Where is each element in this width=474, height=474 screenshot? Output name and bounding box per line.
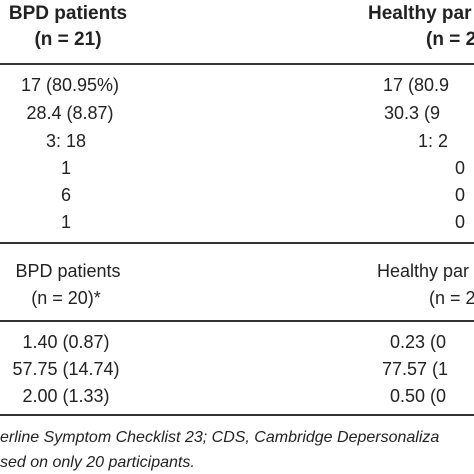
table1-cell: 0	[455, 158, 466, 178]
table1-cell: 3: 18	[45, 131, 87, 151]
table1-col1-header: BPD patients	[8, 3, 128, 24]
footnote-participants: sed on only 20 participants.	[0, 454, 195, 471]
table1-cell: 30.3 (9	[384, 103, 441, 123]
table2-cell: 77.57 (1	[382, 359, 449, 379]
table1-cell: 1: 2	[418, 131, 449, 151]
table1-cell: 17 (80.9	[383, 75, 450, 95]
table1-cell: 0	[455, 212, 466, 232]
table1-cell: 28.4 (8.87)	[26, 103, 114, 123]
table2-col2-header: Healthy par	[377, 261, 470, 281]
table1-col2-header: Healthy par	[368, 3, 472, 24]
table2-cell: 0.23 (0	[390, 332, 447, 352]
table2-bottom-rule	[0, 414, 474, 416]
table1-cell: 1	[60, 212, 72, 232]
table2-col1-n: (n = 20)*	[31, 288, 101, 308]
table1-col1-n: (n = 21)	[34, 29, 102, 50]
table2-col2-n: (n = 2	[429, 288, 474, 308]
table2-col1-header: BPD patients	[15, 261, 121, 281]
table1-cell: 0	[455, 185, 466, 205]
table2-header-rule	[0, 320, 474, 322]
table1-header-rule	[0, 63, 474, 65]
table1-cell: 6	[60, 185, 72, 205]
table2-cell: 2.00 (1.33)	[22, 386, 110, 406]
table1-col2-n: (n = 2	[426, 29, 474, 50]
footnote-abbreviations: erline Symptom Checklist 23; CDS, Cambri…	[0, 429, 440, 446]
table1-cell: 17 (80.95%)	[20, 75, 120, 95]
table2-cell: 0.50 (0	[390, 386, 447, 406]
table-divider-rule	[0, 242, 474, 244]
table2-cell: 57.75 (14.74)	[12, 359, 120, 379]
table1-cell: 1	[60, 158, 72, 178]
table2-cell: 1.40 (0.87)	[22, 332, 110, 352]
